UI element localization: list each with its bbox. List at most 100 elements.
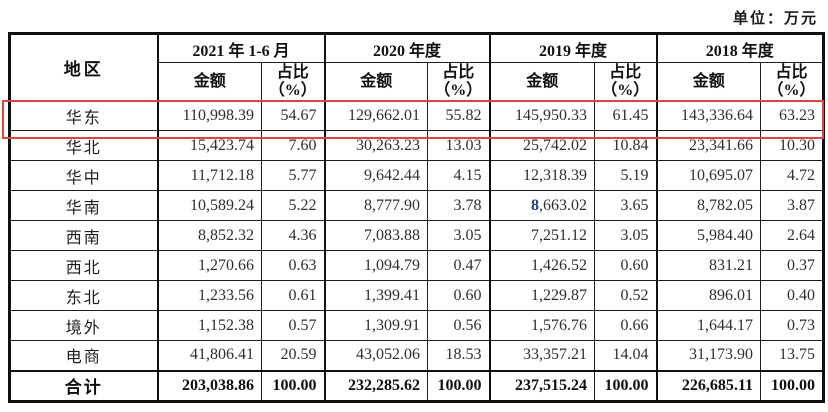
table-row: 西北 1,270.66 0.63 1,094.79 0.47 1,426.52 0.60 83… xyxy=(9,250,825,281)
amount-cell: 129,662.01 xyxy=(323,100,428,131)
ratio-header-line2: （%） xyxy=(268,81,317,99)
ratio-cell: 3.05 xyxy=(594,220,658,251)
ratio-cell: 10.30 xyxy=(760,130,825,161)
amount-cell: 9,642.44 xyxy=(323,160,428,191)
ratio-cell: 100.00 xyxy=(426,369,491,402)
amount-cell: 25,742.02 xyxy=(488,130,596,161)
amount-cell: 31,173.90 xyxy=(655,340,762,371)
amount-cell: 15,423.74 xyxy=(156,130,262,161)
amount-cell: 1,094.79 xyxy=(323,250,428,281)
region-column-header: 地区 xyxy=(9,33,158,101)
ratio-cell: 0.61 xyxy=(261,280,325,311)
table-row: 东北 1,233.56 0.61 1,399.41 0.60 1,229.87 0.52 89… xyxy=(9,280,825,311)
amount-cell: 8,782.05 xyxy=(655,190,762,221)
amount-header: 金额 xyxy=(655,62,762,101)
amount-cell: 1,426.52 xyxy=(488,250,596,281)
ratio-cell: 10.84 xyxy=(594,130,658,161)
amount-cell: 1,229.87 xyxy=(488,280,596,311)
ratio-cell: 5.22 xyxy=(261,190,325,221)
amount-cell: 41,806.41 xyxy=(156,340,262,371)
amount-cell: 203,038.86 xyxy=(156,369,262,402)
ratio-header-line1: 占比 xyxy=(276,63,309,81)
ratio-cell: 20.59 xyxy=(261,340,325,371)
amount-header: 金额 xyxy=(323,62,428,101)
period-header-2021: 2021 年 1-6 月 xyxy=(156,33,325,63)
table-row: 华东 110,998.39 54.67 129,662.01 55.82 145,950.… xyxy=(9,100,825,131)
region-cell: 华中 xyxy=(9,160,158,191)
region-cell: 华南 xyxy=(9,190,158,221)
table-row: 境外 1,152.38 0.57 1,309.91 0.56 1,576.76 0.66 1,… xyxy=(9,310,825,341)
amount-cell: 110,998.39 xyxy=(156,100,262,131)
amount-cell: 1,576.76 xyxy=(488,310,596,341)
highlighted-digit: 8 xyxy=(531,196,540,214)
ratio-cell: 55.82 xyxy=(426,100,491,131)
period-header-2019: 2019 年度 xyxy=(488,33,658,63)
ratio-header: 占比 （%） xyxy=(760,62,825,101)
ratio-cell: 0.47 xyxy=(426,250,491,281)
amount-cell: 10,695.07 xyxy=(655,160,762,191)
ratio-cell: 61.45 xyxy=(594,100,658,131)
ratio-cell: 0.63 xyxy=(261,250,325,281)
ratio-cell: 100.00 xyxy=(261,369,325,402)
amount-cell: 1,233.56 xyxy=(156,280,262,311)
period-header-2018: 2018 年度 xyxy=(655,33,825,63)
amount-cell: 226,685.11 xyxy=(655,369,762,402)
table-row: 华中 11,712.18 5.77 9,642.44 4.15 12,318.39 5.19… xyxy=(9,160,825,191)
regional-revenue-table: 地区 2021 年 1-6 月 2020 年度 2019 年度 2018 年度 … xyxy=(8,32,826,403)
ratio-cell: 0.37 xyxy=(760,250,825,281)
ratio-cell: 3.78 xyxy=(426,190,491,221)
ratio-cell: 5.77 xyxy=(261,160,325,191)
ratio-header: 占比 （%） xyxy=(594,62,658,101)
ratio-cell: 0.57 xyxy=(261,310,325,341)
ratio-cell: 0.52 xyxy=(594,280,658,311)
ratio-header: 占比 （%） xyxy=(426,62,491,101)
amount-cell: 896.01 xyxy=(655,280,762,311)
amount-cell: 33,357.21 xyxy=(488,340,596,371)
amount-cell: 145,950.33 xyxy=(488,100,596,131)
ratio-cell: 0.60 xyxy=(594,250,658,281)
ratio-cell: 4.15 xyxy=(426,160,491,191)
ratio-cell: 5.19 xyxy=(594,160,658,191)
amount-cell: 11,712.18 xyxy=(156,160,262,191)
ratio-cell: 18.53 xyxy=(426,340,491,371)
amount-cell: 43,052.06 xyxy=(323,340,428,371)
table-row: 华南 10,589.24 5.22 8,777.90 3.78 8,663.02 3.65 8… xyxy=(9,190,825,221)
amount-cell: 12,318.39 xyxy=(488,160,596,191)
ratio-header-line1: 占比 xyxy=(609,63,642,81)
amount-cell: 1,270.66 xyxy=(156,250,262,281)
ratio-cell: 0.40 xyxy=(760,280,825,311)
table-body: 华东 110,998.39 54.67 129,662.01 55.82 145,950.… xyxy=(9,100,825,402)
total-row: 合计 203,038.86 100.00 232,285.62 100.00 237,51… xyxy=(9,369,825,402)
amount-cell: 143,336.64 xyxy=(655,100,762,131)
ratio-header-line1: 占比 xyxy=(442,63,475,81)
region-cell: 华东 xyxy=(9,100,158,131)
region-cell: 西南 xyxy=(9,220,158,251)
table-row: 华北 15,423.74 7.60 30,263.23 13.03 25,742.02 10… xyxy=(9,130,825,161)
amount-cell: 8,663.02 xyxy=(488,190,596,221)
amount-cell: 831.21 xyxy=(655,250,762,281)
ratio-header-line2: （%） xyxy=(601,81,650,99)
ratio-cell: 4.72 xyxy=(760,160,825,191)
amount-cell: 8,777.90 xyxy=(323,190,428,221)
ratio-cell: 7.60 xyxy=(261,130,325,161)
amount-cell: 10,589.24 xyxy=(156,190,262,221)
amount-cell: 1,399.41 xyxy=(323,280,428,311)
ratio-cell: 13.75 xyxy=(760,340,825,371)
ratio-cell: 100.00 xyxy=(760,369,825,402)
region-cell: 华北 xyxy=(9,130,158,161)
ratio-cell: 4.36 xyxy=(261,220,325,251)
amount-cell: 5,984.40 xyxy=(655,220,762,251)
amount-cell: 232,285.62 xyxy=(323,369,428,402)
amount-cell: 237,515.24 xyxy=(488,369,596,402)
amount-header: 金额 xyxy=(488,62,596,101)
ratio-cell: 63.23 xyxy=(760,100,825,131)
period-header-2020: 2020 年度 xyxy=(323,33,491,63)
ratio-header: 占比 （%） xyxy=(261,62,325,101)
region-cell: 合计 xyxy=(9,369,158,402)
ratio-header-line2: （%） xyxy=(434,81,483,99)
amount-cell: 1,309.91 xyxy=(323,310,428,341)
ratio-cell: 2.64 xyxy=(760,220,825,251)
header-row-measures: 金额 占比 （%） 金额 占比 （%） 金额 占比 （%） 金额 占比 （%） xyxy=(10,62,825,101)
amount-cell: 7,083.88 xyxy=(323,220,428,251)
